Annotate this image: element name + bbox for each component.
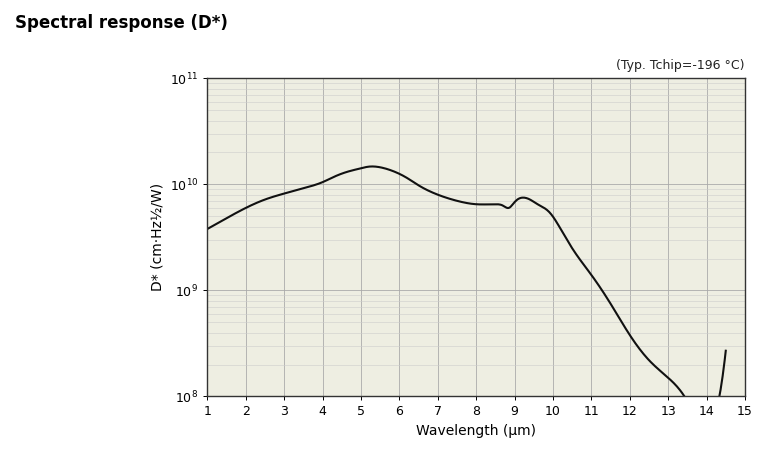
Y-axis label: D* (cm·Hz½/W): D* (cm·Hz½/W) [151,183,164,291]
Text: (Typ. Tchip=-196 °C): (Typ. Tchip=-196 °C) [617,59,745,72]
Text: Spectral response (D*): Spectral response (D*) [15,14,228,32]
X-axis label: Wavelength (μm): Wavelength (μm) [416,424,536,438]
